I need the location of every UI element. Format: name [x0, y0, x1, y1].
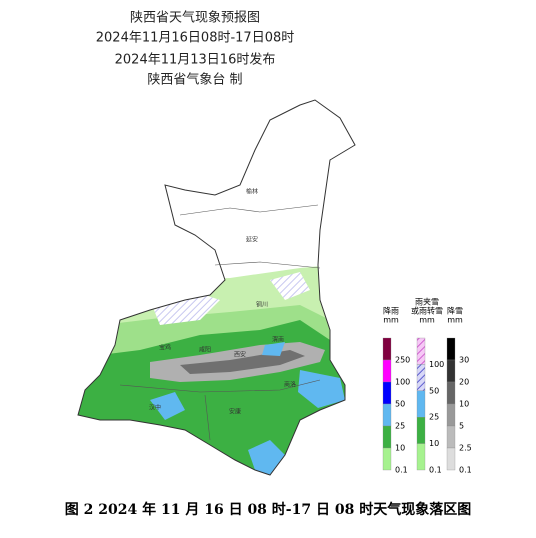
city-label: 汉中	[149, 404, 161, 412]
legend-label: 250	[395, 356, 410, 365]
legend-swatch	[382, 337, 392, 361]
legend-title: 雨夹雪	[415, 297, 439, 307]
city-label: 宝鸡	[159, 344, 171, 352]
legend-title: 或雨转雪	[411, 306, 443, 316]
period: 2024年11月16日08时-17日08时	[96, 31, 295, 46]
city-label: 安康	[229, 408, 241, 416]
title: 陕西省天气现象预报图	[130, 10, 260, 26]
legend-swatch	[446, 425, 456, 449]
city-border	[179, 204, 319, 216]
legend-swatch	[416, 390, 426, 418]
city-border	[214, 261, 321, 269]
legend-swatch	[446, 337, 456, 361]
city-label: 咸阳	[199, 346, 211, 354]
legend-swatch	[382, 447, 392, 471]
legend-title: 降雪	[447, 306, 463, 316]
issuer: 陕西省气象台 制	[147, 72, 242, 88]
legend-label: 50	[395, 400, 405, 409]
city-label: 延安	[246, 236, 258, 244]
legend-label: 5	[459, 422, 464, 431]
legend-swatch	[446, 403, 456, 427]
city-border	[119, 379, 321, 393]
legend-label: 0.1	[395, 466, 408, 475]
city-label: 西安	[234, 351, 246, 359]
legend-label: 0.1	[459, 466, 472, 475]
legend-label: 50	[429, 386, 439, 395]
legend-swatch	[382, 359, 392, 383]
city-label: 榆林	[246, 188, 258, 196]
city-border	[204, 394, 211, 441]
legend-swatch	[382, 403, 392, 427]
legend-title: 降雨	[383, 306, 399, 316]
legend-label: 10	[459, 400, 469, 409]
legend-label: 100	[395, 378, 410, 387]
caption: 图 2 2024 年 11 月 16 日 08 时-17 日 08 时天气现象落…	[65, 501, 471, 518]
legend-label: 0.1	[429, 466, 442, 475]
legend-label: 10	[395, 444, 405, 453]
issued: 2024年11月13日16时发布	[115, 52, 276, 68]
legend-label: 25	[395, 422, 405, 431]
province-fill	[78, 100, 355, 475]
legend-title: mm	[419, 316, 435, 325]
city-label: 渭南	[272, 336, 284, 344]
legend-label: 100	[429, 360, 444, 369]
legend-swatch	[416, 417, 426, 444]
legend-swatch	[382, 425, 392, 449]
legend-label: 2.5	[459, 444, 472, 453]
legend-swatch	[416, 364, 426, 391]
legend-swatch	[446, 381, 456, 405]
legend-title: mm	[447, 316, 463, 325]
legend-label: 10	[429, 439, 439, 448]
legend-label: 20	[459, 378, 469, 387]
legend-label: 30	[459, 356, 469, 365]
legend-swatch	[382, 381, 392, 405]
legend-swatch	[446, 359, 456, 383]
legend-swatch	[416, 337, 426, 365]
legend-label: 25	[429, 413, 439, 422]
legend-swatch	[416, 443, 426, 471]
province-border	[77, 99, 356, 476]
legend-title: mm	[383, 316, 399, 325]
city-label: 商洛	[284, 381, 296, 389]
city-label: 铜川	[256, 301, 268, 309]
legend-swatch	[446, 447, 456, 471]
